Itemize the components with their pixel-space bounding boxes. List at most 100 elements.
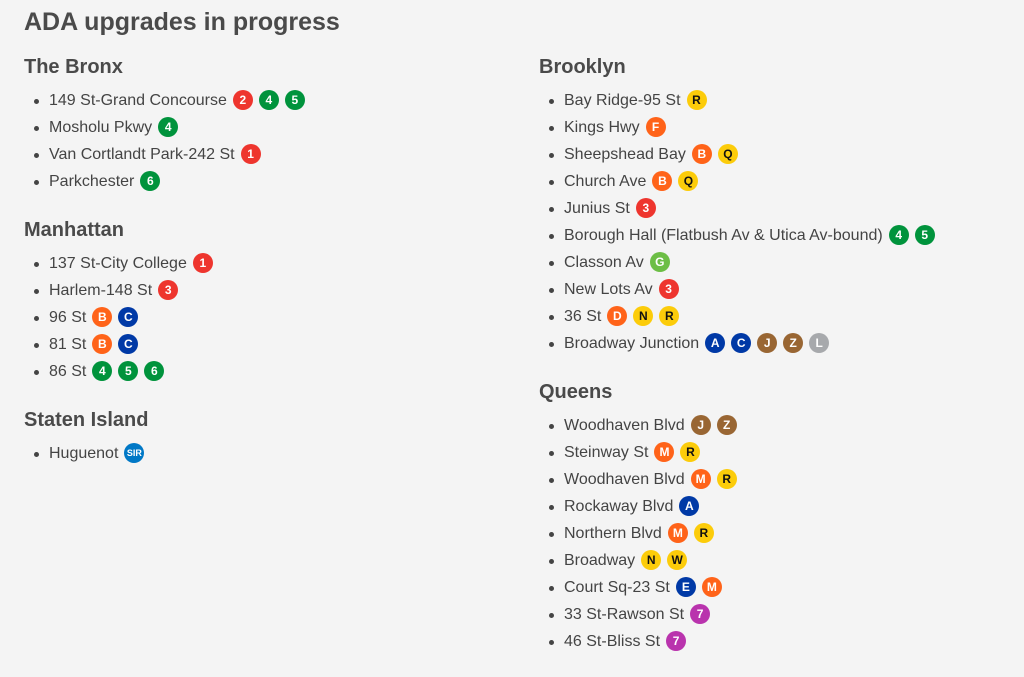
station-name: Huguenot [49, 445, 119, 462]
line-a-bullet-icon: A [705, 332, 726, 353]
station-name: 46 St-Bliss St [564, 633, 661, 650]
station-name: Broadway [564, 552, 636, 569]
station-list: Huguenot SIR [24, 440, 504, 467]
station-item: 137 St-City College 1 [24, 250, 504, 277]
station-name: 33 St-Rawson St [564, 606, 685, 623]
station-item: Harlem-148 St 3 [24, 277, 504, 304]
station-item: Bay Ridge-95 St R [539, 87, 1019, 114]
line-r-bullet-icon: R [686, 89, 707, 110]
station-name: Parkchester [49, 173, 135, 190]
station-item: Mosholu Pkwy 4 [24, 114, 504, 141]
line-5-bullet-icon: 5 [284, 89, 305, 110]
station-name: Rockaway Blvd [564, 498, 674, 515]
station-list: 149 St-Grand Concourse 2 4 5 Mosholu Pkwy 4 Va… [24, 87, 504, 195]
station-item: Junius St 3 [539, 195, 1019, 222]
line-f-bullet-icon: F [645, 116, 666, 137]
station-name: Woodhaven Blvd [564, 417, 685, 434]
station-item: Borough Hall (Flatbush Av & Utica Av-bou… [539, 222, 1019, 249]
line-1-bullet-icon: 1 [240, 143, 261, 164]
line-m-bullet-icon: M [701, 576, 722, 597]
line-c-bullet-icon: C [731, 332, 752, 353]
line-sir-bullet-icon: SIR [124, 442, 145, 463]
station-name: Kings Hwy [564, 119, 640, 136]
station-name: 36 St [564, 308, 602, 325]
line-j-bullet-icon: J [757, 332, 778, 353]
borough-heading: Staten Island [24, 409, 149, 431]
station-name: Harlem-148 St [49, 282, 153, 299]
station-name: Sheepshead Bay [564, 146, 686, 163]
station-name: 86 St [49, 363, 87, 380]
station-item: Woodhaven Blvd M R [539, 466, 1019, 493]
line-5-bullet-icon: 5 [914, 224, 935, 245]
line-n-bullet-icon: N [633, 305, 654, 326]
borough-section: Queens Woodhaven Blvd J Z Steinway St M R Woodh… [539, 379, 1019, 655]
station-name: 81 St [49, 336, 87, 353]
station-item: Van Cortlandt Park-242 St 1 [24, 141, 504, 168]
line-r-bullet-icon: R [680, 441, 701, 462]
borough-heading: Brooklyn [539, 56, 626, 78]
line-w-bullet-icon: W [667, 549, 688, 570]
line-r-bullet-icon: R [693, 522, 714, 543]
station-item: 81 St B C [24, 331, 504, 358]
line-m-bullet-icon: M [654, 441, 675, 462]
station-item: Rockaway Blvd A [539, 493, 1019, 520]
station-name: Mosholu Pkwy [49, 119, 153, 136]
station-item: Classon Av G [539, 249, 1019, 276]
line-j-bullet-icon: J [690, 414, 711, 435]
line-c-bullet-icon: C [118, 306, 139, 327]
borough-heading: Manhattan [24, 219, 124, 241]
line-a-bullet-icon: A [679, 495, 700, 516]
borough-section: The Bronx 149 St-Grand Concourse 2 4 5 Moshol… [24, 54, 504, 195]
station-name: 96 St [49, 309, 87, 326]
station-name: Northern Blvd [564, 525, 662, 542]
station-name: Classon Av [564, 254, 644, 271]
line-c-bullet-icon: C [118, 333, 139, 354]
line-r-bullet-icon: R [716, 468, 737, 489]
station-item: Huguenot SIR [24, 440, 504, 467]
line-g-bullet-icon: G [649, 251, 670, 272]
station-name: Bay Ridge-95 St [564, 92, 681, 109]
station-list: Bay Ridge-95 St R Kings Hwy F Sheepshead Bay… [539, 87, 1019, 357]
station-item: 86 St 4 5 6 [24, 358, 504, 385]
line-3-bullet-icon: 3 [635, 197, 656, 218]
borough-section: Brooklyn Bay Ridge-95 St R Kings Hwy F Sheeps… [539, 54, 1019, 357]
line-6-bullet-icon: 6 [144, 360, 165, 381]
station-item: Northern Blvd M R [539, 520, 1019, 547]
station-item: Sheepshead Bay B Q [539, 141, 1019, 168]
line-4-bullet-icon: 4 [158, 116, 179, 137]
station-list: Woodhaven Blvd J Z Steinway St M R Woodhaven B… [539, 412, 1019, 655]
line-4-bullet-icon: 4 [92, 360, 113, 381]
line-q-bullet-icon: Q [678, 170, 699, 191]
station-name: 137 St-City College [49, 255, 187, 272]
borough-section: Staten Island Huguenot SIR [24, 407, 504, 467]
line-4-bullet-icon: 4 [888, 224, 909, 245]
borough-section: Manhattan 137 St-City College 1 Harlem-148 … [24, 217, 504, 385]
line-7-bullet-icon: 7 [666, 630, 687, 651]
line-l-bullet-icon: L [809, 332, 830, 353]
line-b-bullet-icon: B [92, 333, 113, 354]
station-name: 149 St-Grand Concourse [49, 92, 227, 109]
station-name: Van Cortlandt Park-242 St [49, 146, 235, 163]
line-z-bullet-icon: Z [716, 414, 737, 435]
line-z-bullet-icon: Z [783, 332, 804, 353]
line-2-bullet-icon: 2 [232, 89, 253, 110]
station-item: New Lots Av 3 [539, 276, 1019, 303]
station-item: Broadway Junction A C J Z L [539, 330, 1019, 357]
line-d-bullet-icon: D [607, 305, 628, 326]
page-title: ADA upgrades in progress [24, 8, 340, 36]
line-e-bullet-icon: E [675, 576, 696, 597]
station-item: 36 St D N R [539, 303, 1019, 330]
station-item: Parkchester 6 [24, 168, 504, 195]
line-3-bullet-icon: 3 [658, 278, 679, 299]
station-name: Steinway St [564, 444, 649, 461]
line-1-bullet-icon: 1 [192, 252, 213, 273]
station-name: Church Ave [564, 173, 647, 190]
line-7-bullet-icon: 7 [690, 603, 711, 624]
line-5-bullet-icon: 5 [118, 360, 139, 381]
line-n-bullet-icon: N [641, 549, 662, 570]
station-item: 33 St-Rawson St 7 [539, 601, 1019, 628]
station-item: 149 St-Grand Concourse 2 4 5 [24, 87, 504, 114]
line-6-bullet-icon: 6 [140, 170, 161, 191]
station-name: Broadway Junction [564, 335, 700, 352]
station-item: Church Ave B Q [539, 168, 1019, 195]
